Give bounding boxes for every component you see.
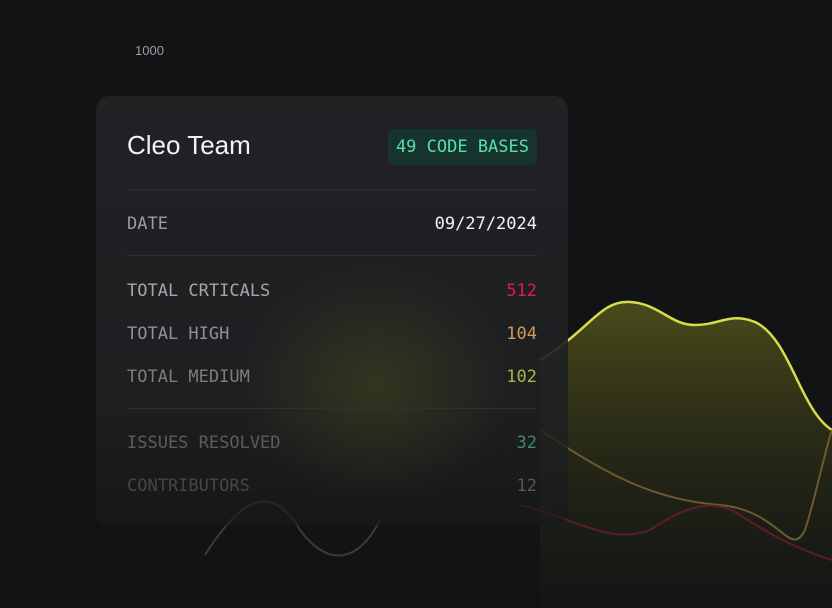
line	[539, 300, 832, 432]
stats-card: Cleo Team 49 CODE BASES DATE 09/27/2024 …	[96, 96, 568, 526]
value: 09/27/2024	[434, 214, 537, 234]
stat-row: TOTAL HIGH 104	[127, 324, 537, 344]
label: TOTAL MEDIUM	[127, 367, 250, 387]
value: 104	[506, 324, 537, 344]
line	[519, 504, 832, 561]
value: 12	[516, 476, 537, 496]
label: TOTAL HIGH	[127, 324, 230, 344]
line	[539, 429, 832, 541]
value: 102	[506, 367, 537, 387]
label: DATE	[127, 214, 168, 234]
divider	[127, 255, 537, 256]
card-title: Cleo Team	[127, 130, 251, 160]
label: ISSUES RESOLVED	[127, 433, 281, 453]
stat-row: ISSUES RESOLVED 32	[127, 433, 537, 453]
value: 32	[516, 433, 537, 453]
divider	[127, 408, 537, 409]
axis-label: 1000	[135, 43, 164, 58]
label: CONTRIBUTORS	[127, 476, 250, 496]
value: 512	[506, 281, 537, 301]
date-row: DATE 09/27/2024	[127, 214, 537, 234]
divider	[127, 189, 537, 190]
stat-row: TOTAL MEDIUM 102	[127, 367, 537, 387]
label: TOTAL CRTICALS	[127, 281, 271, 301]
badge: 49 CODE BASES	[387, 129, 537, 165]
stat-row: CONTRIBUTORS 12	[127, 476, 537, 496]
area	[540, 301, 832, 608]
glow	[236, 266, 516, 506]
stat-row: TOTAL CRTICALS 512	[127, 281, 537, 301]
